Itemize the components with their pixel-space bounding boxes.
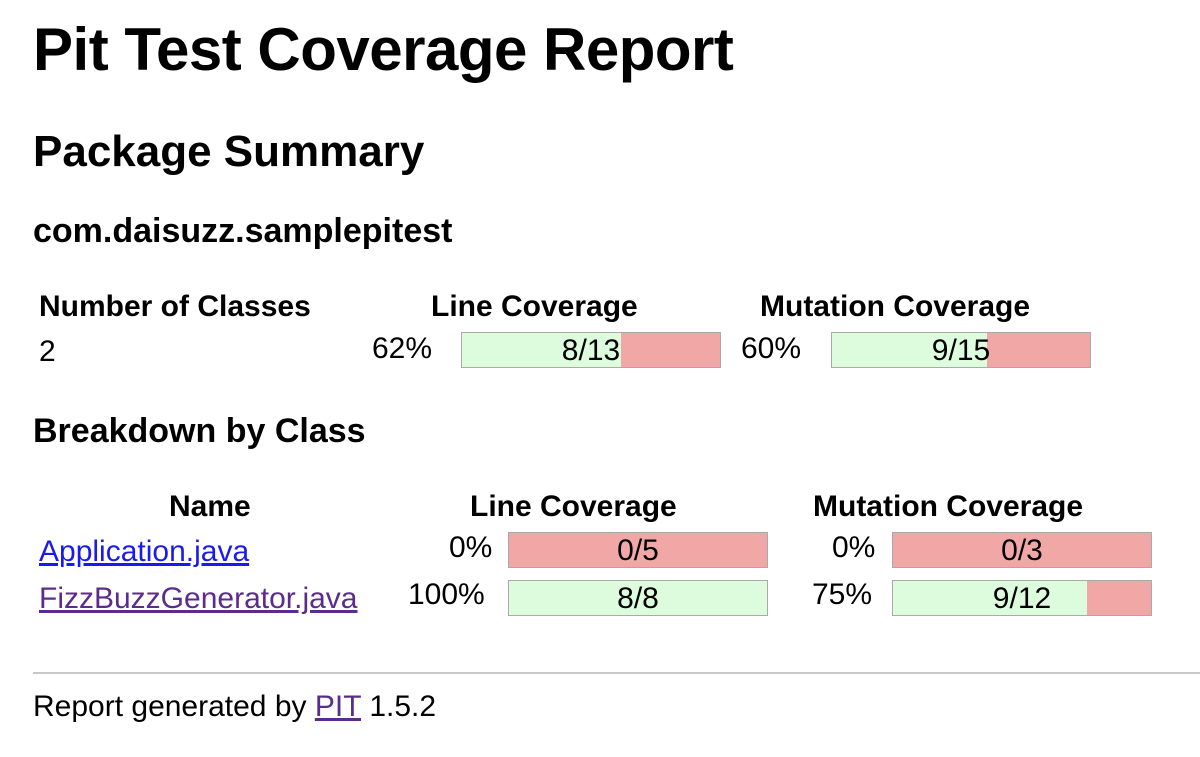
footer: Report generated by PIT 1.5.2 <box>33 692 436 722</box>
covered-fill <box>462 333 621 367</box>
row-mutation-coverage-bar: 9/12 <box>892 580 1152 616</box>
header-line-coverage: Line Coverage <box>470 490 677 523</box>
header-number-of-classes: Number of Classes <box>39 290 311 323</box>
header-mutation-coverage: Mutation Coverage <box>813 490 1084 523</box>
page-title: Pit Test Coverage Report <box>33 16 734 83</box>
summary-line-ratio: 8/13 <box>561 334 621 367</box>
row-mutation-ratio: 0/3 <box>1001 534 1043 567</box>
row-line-ratio: 8/8 <box>617 582 659 615</box>
classes-count: 2 <box>39 335 56 368</box>
summary-mutation-coverage-bar: 9/15 <box>831 332 1091 368</box>
covered-fill <box>893 581 1087 615</box>
header-name: Name <box>169 490 251 523</box>
summary-mutation-ratio: 9/15 <box>931 334 991 367</box>
class-link-application[interactable]: Application.java <box>39 535 250 568</box>
summary-line-coverage-bar: 8/13 <box>461 332 721 368</box>
class-link-fizzbuzzgenerator[interactable]: FizzBuzzGenerator.java <box>39 582 358 615</box>
table-row: Application.java <box>39 535 249 569</box>
header-line-coverage: Line Coverage <box>431 290 638 323</box>
row-mutation-percent: 75% <box>812 578 873 611</box>
row-line-ratio: 0/5 <box>617 534 659 567</box>
row-line-coverage-bar: 0/5 <box>508 532 768 568</box>
breakdown-heading: Breakdown by Class <box>33 412 366 450</box>
table-row: FizzBuzzGenerator.java <box>39 582 357 616</box>
covered-fill <box>509 581 767 615</box>
row-mutation-ratio: 9/12 <box>992 582 1052 615</box>
row-mutation-coverage-bar: 0/3 <box>892 532 1152 568</box>
footer-prefix: Report generated by <box>33 690 307 723</box>
row-line-percent: 100% <box>408 578 485 611</box>
row-line-coverage-bar: 8/8 <box>508 580 768 616</box>
pit-link[interactable]: PIT <box>314 690 361 723</box>
divider <box>33 672 1200 674</box>
row-mutation-percent: 0% <box>832 531 876 564</box>
row-line-percent: 0% <box>449 531 493 564</box>
header-mutation-coverage: Mutation Coverage <box>760 290 1031 323</box>
summary-mutation-percent: 60% <box>741 332 802 365</box>
summary-line-percent: 62% <box>372 332 433 365</box>
footer-version: 1.5.2 <box>369 690 437 723</box>
package-name: com.daisuzz.samplepitest <box>33 212 453 250</box>
package-summary-heading: Package Summary <box>33 127 425 176</box>
covered-fill <box>832 333 987 367</box>
